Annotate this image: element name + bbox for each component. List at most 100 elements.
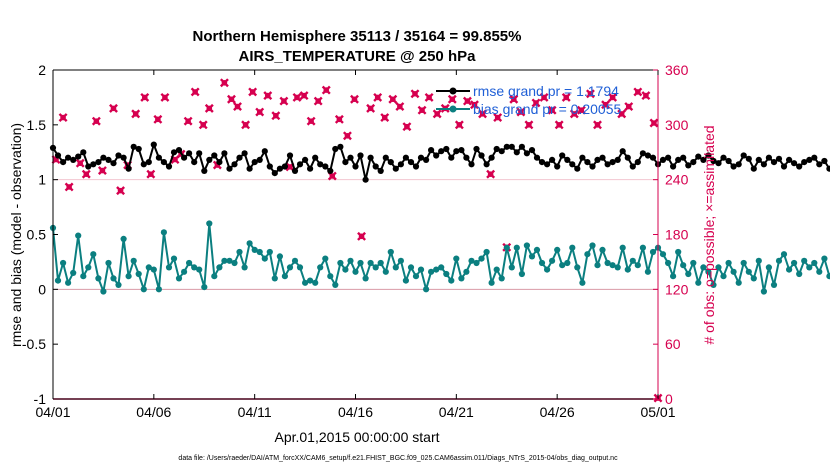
rmse-point [826, 165, 830, 172]
obs-count-mark-dot [456, 122, 463, 128]
chart-title: Northern Hemisphere 35113 / 35164 = 99.8… [193, 28, 522, 45]
obs-count-mark-dot [281, 98, 287, 104]
bias-point [493, 266, 500, 273]
bias-point [417, 266, 425, 273]
obs-count-point [373, 92, 383, 102]
rmse-point [317, 161, 324, 168]
obs-count-point [509, 94, 519, 104]
rmse-point [816, 161, 823, 168]
rmse-point [392, 165, 399, 172]
rmse-point [231, 161, 238, 168]
bias-point [801, 257, 808, 264]
obs-count-mark-dot [625, 103, 632, 110]
rmse-point [54, 152, 62, 159]
x-tick-labels: 04/01 04/06 04/11 04/16 04/21 04/26 05/01 [35, 404, 675, 420]
obs-count-mark-dot [367, 105, 374, 112]
obs-count-point [313, 96, 323, 106]
bias-point [186, 259, 193, 267]
bias-point [135, 270, 142, 278]
y-tick-label: 1.5 [27, 117, 47, 133]
data-file-footnote: data file: /Users/raeder/DAI/ATM_forcXX/… [178, 455, 618, 462]
bias-point [342, 266, 349, 273]
rmse-point [523, 150, 531, 157]
bias-point [816, 268, 823, 275]
rmse-series [49, 141, 830, 183]
bias-point [629, 257, 636, 264]
y-right-tick-label: 60 [665, 336, 681, 352]
obs-count-mark-dot [93, 118, 100, 124]
rmse-point [407, 159, 415, 166]
rmse-point [549, 156, 556, 163]
bias-point [750, 275, 757, 282]
rmse-point [327, 167, 334, 174]
bias-point [710, 281, 717, 288]
plot-background [53, 70, 658, 399]
rmse-point [115, 152, 122, 159]
rmse-point [160, 159, 167, 166]
bias-point [407, 264, 415, 271]
obs-count-mark-dot [479, 111, 486, 117]
axes [52, 69, 659, 400]
bias-point [448, 277, 455, 284]
legend-rmse-label: rmse grand pr = 1.1794 [473, 83, 619, 99]
bias-point [332, 281, 339, 288]
legend-rmse-marker [449, 87, 457, 95]
rmse-point [811, 154, 818, 161]
rmse-point [438, 148, 445, 155]
bias-point [796, 270, 803, 278]
rmse-point [528, 147, 536, 154]
obs-count-mark-dot [344, 133, 351, 139]
obs-count-point [493, 113, 503, 122]
bias-point [589, 242, 596, 249]
y-tick-label: 1 [38, 172, 46, 188]
rmse-point [493, 145, 500, 153]
obs-count-point [219, 78, 229, 88]
rmse-point [760, 161, 768, 168]
bias-point [165, 264, 173, 271]
bias-point [780, 251, 788, 258]
obs-count-point [380, 113, 390, 122]
bias-point [574, 264, 581, 271]
bias-point [357, 259, 364, 267]
obs-count-point [321, 85, 331, 95]
x-tick-label: 04/16 [338, 404, 373, 420]
rmse-point [750, 165, 757, 172]
rmse-point [680, 154, 687, 161]
obs-count-point [116, 186, 126, 196]
obs-count-mark-dot [374, 94, 381, 101]
bias-point [786, 266, 793, 273]
rmse-point [140, 161, 147, 168]
obs-count-mark-dot [256, 109, 263, 115]
rmse-point [302, 156, 309, 163]
obs-count-mark-dot [419, 107, 425, 114]
bias-point [463, 268, 470, 275]
bias-point [745, 268, 752, 275]
rmse-point [211, 152, 218, 159]
obs-count-point [470, 100, 479, 110]
obs-count-mark-dot [412, 90, 418, 97]
rmse-point [387, 159, 394, 166]
rmse-point [478, 152, 485, 159]
obs-count-mark-dot [315, 98, 321, 104]
obs-count-mark-dot [556, 122, 562, 128]
bias-point [791, 259, 798, 267]
obs-count-series [51, 78, 663, 403]
obs-count-mark-dot [549, 107, 555, 114]
x-tick-label: 04/26 [540, 404, 575, 420]
rmse-point [150, 141, 157, 148]
bias-point [105, 259, 112, 267]
bias-point [412, 273, 420, 280]
y-tick-label: 0.5 [27, 227, 47, 243]
rmse-point [801, 159, 808, 166]
bias-point [206, 220, 213, 227]
rmse-point [372, 163, 379, 170]
bias-point [680, 262, 687, 269]
bias-point [659, 251, 667, 258]
bias-point [458, 275, 465, 282]
bias-point [644, 268, 652, 275]
rmse-point [775, 155, 783, 162]
rmse-point [649, 154, 657, 161]
obs-count-point [561, 92, 571, 102]
bias-point [216, 264, 223, 271]
bias-point [821, 255, 828, 262]
